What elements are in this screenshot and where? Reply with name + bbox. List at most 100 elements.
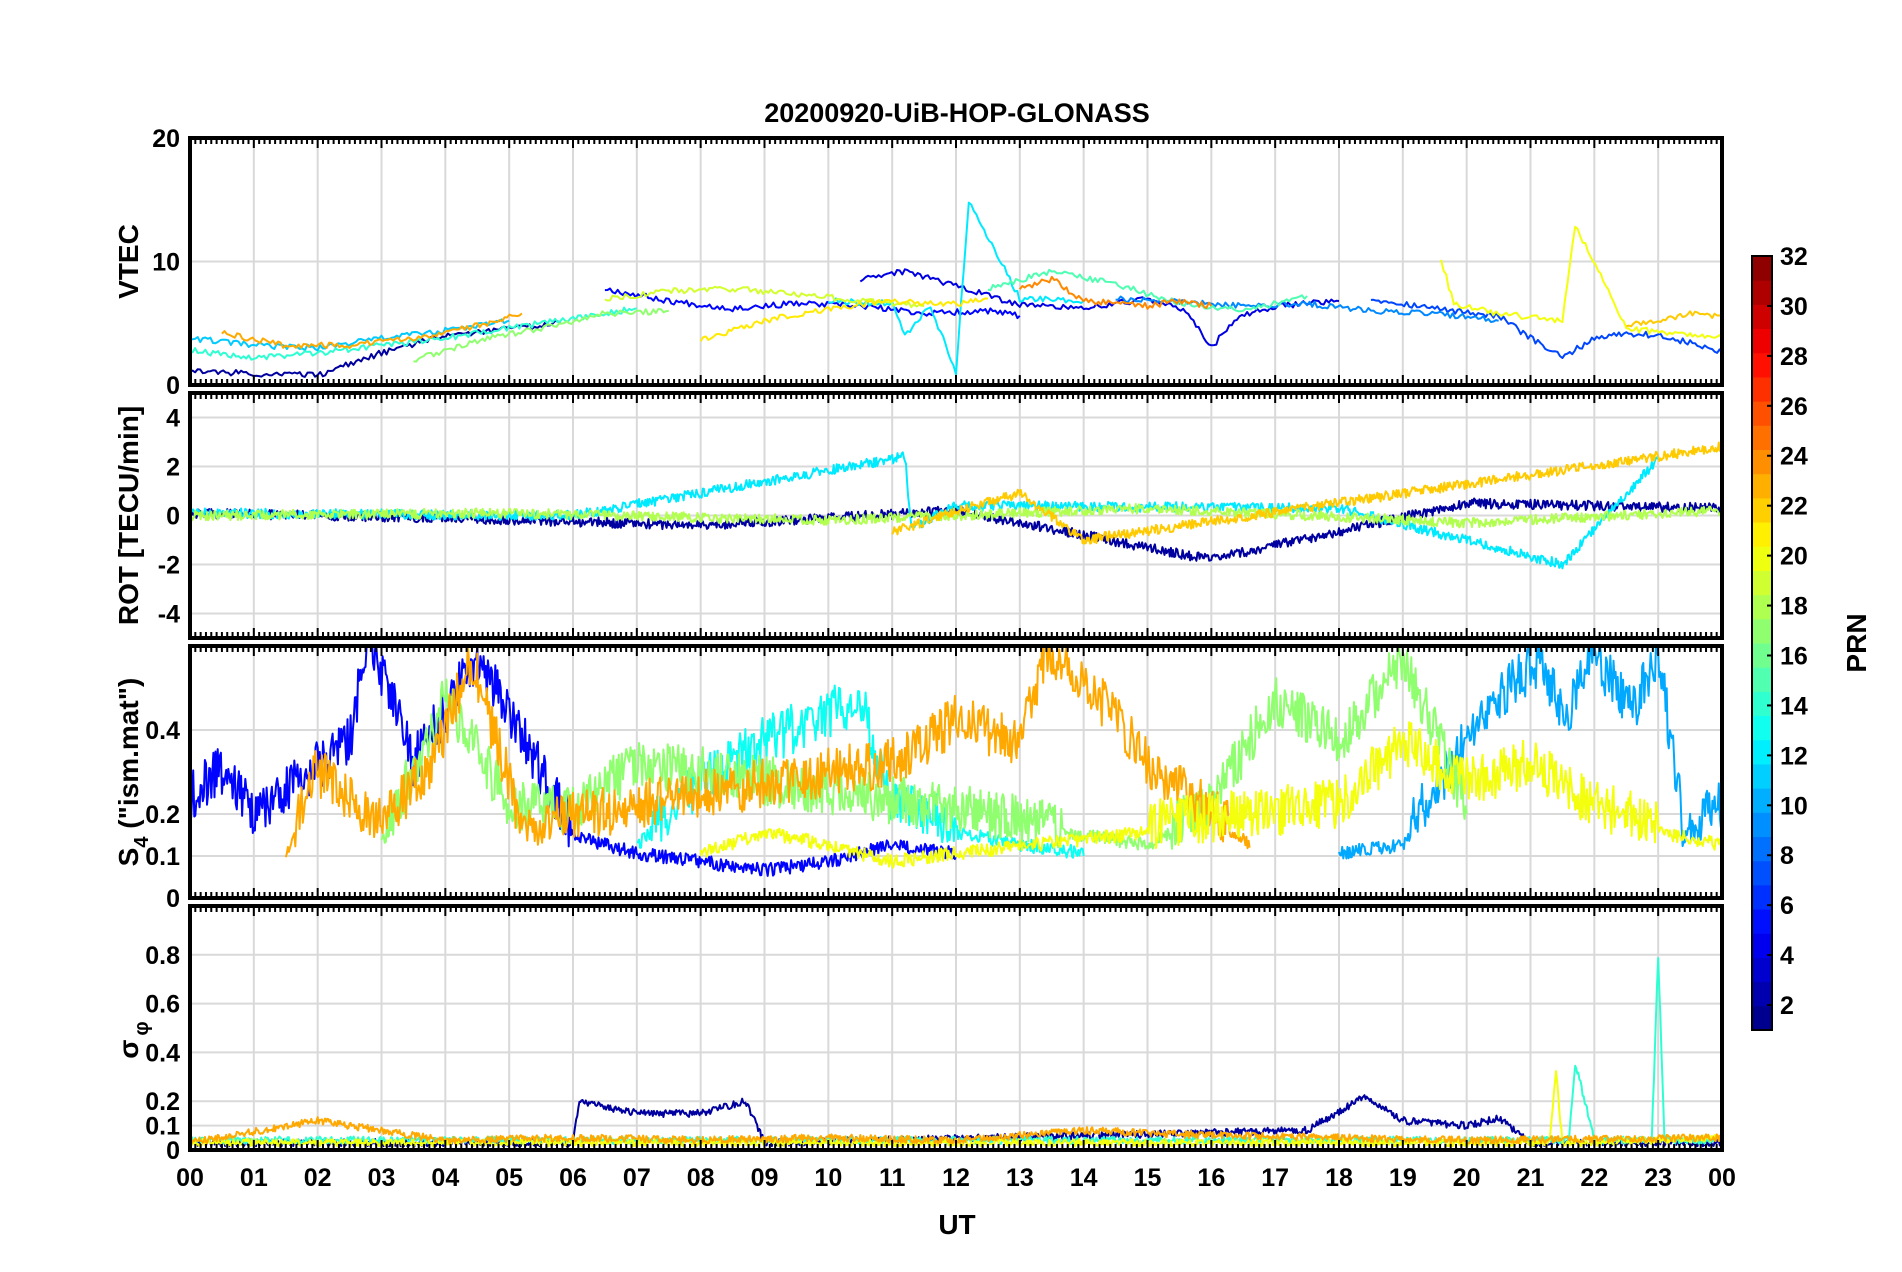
x-tick-label: 07 (623, 1164, 651, 1192)
colorbar-tick-label: 6 (1780, 892, 1794, 920)
colorbar-segment (1752, 425, 1772, 450)
s4-series-prn-5 (190, 646, 957, 877)
vtec-series-prn-19 (604, 285, 925, 309)
x-tick-label: 00 (1708, 1164, 1736, 1192)
colorbar-segment (1752, 328, 1772, 354)
vtec-series-prn-23 (221, 312, 523, 349)
sigma-phi-panel: 00.10.2 0.4 0.6 0.8 σφ (113, 904, 1724, 1165)
vtec-series-prn-5 (604, 287, 1021, 320)
colorbar-segment (1752, 594, 1772, 620)
s4-series-prn-20 (699, 721, 1722, 869)
x-tick-label: 11 (879, 1164, 906, 1192)
colorbar-tick-label: 16 (1780, 642, 1808, 670)
colorbar-segment (1752, 570, 1772, 596)
sigma-phi-ytick-label: 0.4 (145, 1039, 180, 1067)
vtec-panel: 0 10 20 VTEC (113, 125, 1724, 400)
rot-x-minor-ticks (189, 393, 1723, 638)
colorbar-tick-label: 14 (1780, 692, 1808, 720)
colorbar-segment (1752, 280, 1772, 305)
colorbar-tick-label: 12 (1780, 742, 1808, 770)
colorbar-tick-label: 20 (1780, 543, 1808, 571)
x-axis-label: UT (938, 1209, 975, 1240)
colorbar-segment (1752, 643, 1772, 668)
rot-series-prn-22 (891, 441, 1722, 545)
vtec-x-minor-ticks (189, 138, 1723, 385)
colorbar-segment (1752, 957, 1772, 983)
colorbar-segment (1752, 763, 1772, 789)
rot-ytick-label: 2 (166, 454, 180, 482)
x-tick-label: 06 (559, 1164, 587, 1192)
s4-ytick-label: 0.2 (145, 801, 180, 829)
vtec-series-prn-14 (190, 306, 637, 361)
s4-ytick-label: 0.4 (145, 717, 180, 745)
x-tick-label: 16 (1197, 1164, 1225, 1192)
vtec-series-prn-22 (1626, 310, 1722, 328)
s4-x-minor-ticks (189, 646, 1723, 898)
rot-series-group (190, 441, 1722, 570)
s4-panel: 0 0.1 0.2 0.4S4 ("ism.mat") (113, 644, 1724, 913)
colorbar-tick-label: 4 (1780, 942, 1794, 970)
x-tick-label: 20 (1453, 1164, 1481, 1192)
x-tick-label: 09 (751, 1164, 779, 1192)
colorbar-segment (1752, 788, 1772, 813)
chart-title: 20200920-UiB-HOP-GLONASS (764, 98, 1150, 128)
colorbar-segment (1752, 376, 1772, 402)
x-tick-label: 03 (368, 1164, 396, 1192)
vtec-series-prn-17 (413, 307, 669, 363)
s4-series-prn-23 (284, 646, 1251, 858)
rot-ytick-label: -2 (158, 552, 180, 580)
rot-ytick-label: -4 (158, 601, 180, 629)
vtec-series-prn-24 (1019, 275, 1213, 310)
x-tick-label: 01 (240, 1164, 268, 1192)
colorbar-tick-label: 28 (1780, 343, 1808, 371)
colorbar-segment (1752, 497, 1772, 523)
x-tick-label: 18 (1325, 1164, 1353, 1192)
sigma-phi-ytick-label: 0 (166, 1137, 180, 1165)
x-tick-label: 22 (1580, 1164, 1608, 1192)
vtec-series-prn-2 (190, 319, 561, 378)
x-axis: 00 01 02 03 04 05 06 07 08 09 10 11 12 13 14 15 16 17 18 19… (176, 1164, 1736, 1192)
colorbar-segment (1752, 836, 1772, 862)
vtec-y-axis-label: VTEC (113, 224, 144, 299)
x-tick-label: 17 (1261, 1164, 1289, 1192)
vtec-series-prn-12 (828, 201, 1085, 376)
colorbar-segment (1752, 1005, 1772, 1031)
vtec-series-prn-9 (1115, 295, 1499, 323)
sigma-phi-y-axis-label: σφ (113, 1021, 153, 1058)
colorbar-segment (1752, 473, 1772, 499)
x-tick-label: 04 (431, 1164, 459, 1192)
colorbar-tick-label: 32 (1780, 243, 1808, 271)
colorbar-tick-label: 26 (1780, 393, 1808, 421)
colorbar-segment (1752, 715, 1772, 741)
vtec-series-prn-7 (1370, 298, 1722, 359)
sigma-phi-x-minor-ticks (189, 906, 1723, 1150)
vtec-series-group (190, 201, 1722, 378)
s4-y-axis-label: S4 ("ism.mat") (113, 678, 153, 867)
x-tick-label: 08 (687, 1164, 715, 1192)
colorbar-segment (1752, 884, 1772, 910)
vtec-ytick-label: 0 (166, 372, 180, 400)
colorbar-tick-label: 24 (1780, 443, 1808, 471)
sigma-phi-ytick-label: 0.6 (145, 991, 180, 1019)
x-tick-label: 23 (1644, 1164, 1672, 1192)
rot-ytick-label: 0 (166, 503, 180, 531)
colorbar-segment (1752, 449, 1772, 475)
sigma-phi-ytick-label: 0.2 (145, 1088, 180, 1116)
vtec-ytick-label: 20 (152, 125, 180, 153)
vtec-series-prn-21 (699, 297, 988, 342)
rot-ytick-label: 4 (166, 405, 180, 433)
x-tick-label: 13 (1006, 1164, 1034, 1192)
s4-series-group (190, 646, 1722, 877)
vtec-ytick-label: 10 (152, 249, 180, 277)
colorbar-tick-label: 8 (1780, 842, 1794, 870)
vtec-series-prn-4 (859, 268, 1340, 347)
x-tick-label: 21 (1517, 1164, 1545, 1192)
x-tick-label: 15 (1134, 1164, 1162, 1192)
x-tick-label: 19 (1389, 1164, 1417, 1192)
colorbar-segment (1752, 812, 1772, 837)
vtec-series-prn-15 (987, 268, 1308, 313)
colorbar-segment (1752, 522, 1772, 547)
rot-panel: -4 -2 0 2 4 ROT [TECU/min] (113, 391, 1724, 640)
